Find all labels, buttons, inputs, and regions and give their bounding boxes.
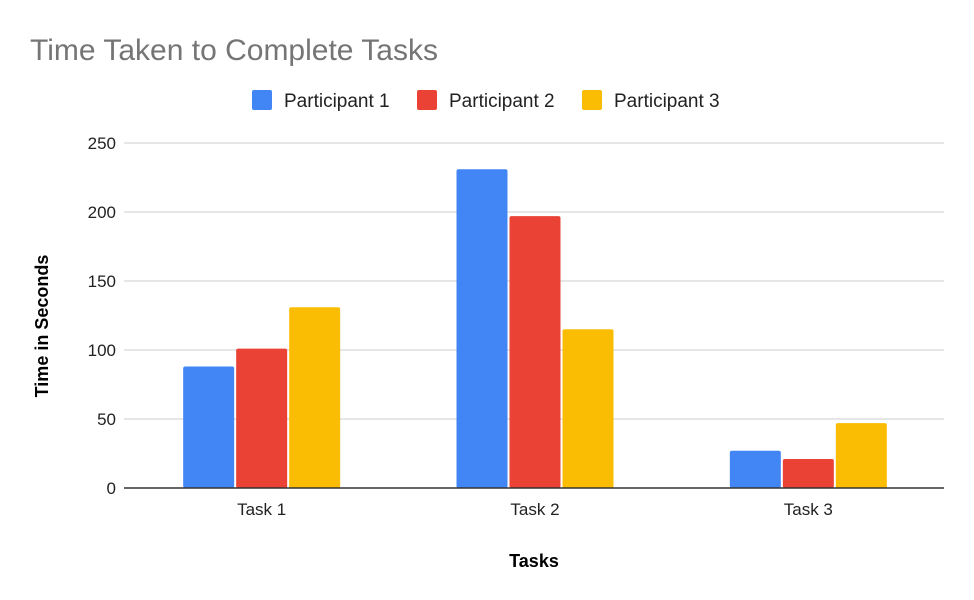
y-axis-title: Time in Seconds xyxy=(32,255,52,398)
x-axis-title: Tasks xyxy=(509,551,559,571)
legend-label: Participant 2 xyxy=(449,91,555,112)
bar-participant-1-task-1 xyxy=(183,366,235,488)
y-axis-ticks: 0 50 100 150 200 250 xyxy=(88,134,116,498)
y-tick-label: 250 xyxy=(88,134,116,153)
legend-label: Participant 1 xyxy=(284,91,390,112)
bars xyxy=(183,169,887,488)
x-tick-label: Task 2 xyxy=(510,500,559,519)
bar-participant-2-task-3 xyxy=(782,459,834,488)
y-tick-label: 200 xyxy=(88,203,116,222)
chart-title: Time Taken to Complete Tasks xyxy=(30,34,438,67)
bar-participant-3-task-3 xyxy=(835,423,887,488)
legend: Participant 1 Participant 2 Participant 3 xyxy=(252,90,720,112)
y-tick-label: 100 xyxy=(88,341,116,360)
bar-participant-3-task-1 xyxy=(289,307,341,488)
x-tick-label: Task 3 xyxy=(784,500,833,519)
legend-swatch xyxy=(252,90,272,110)
y-tick-label: 0 xyxy=(107,479,116,498)
bar-participant-3-task-2 xyxy=(562,329,614,488)
legend-swatch xyxy=(582,90,602,110)
legend-swatch xyxy=(417,90,437,110)
bar-participant-1-task-3 xyxy=(729,450,781,488)
bar-participant-1-task-2 xyxy=(456,169,508,488)
legend-label: Participant 3 xyxy=(614,91,720,112)
bar-participant-2-task-1 xyxy=(236,348,288,488)
y-tick-label: 150 xyxy=(88,272,116,291)
x-tick-label: Task 1 xyxy=(237,500,286,519)
bar-participant-2-task-2 xyxy=(509,216,561,488)
x-axis-ticks: Task 1 Task 2 Task 3 xyxy=(237,500,833,519)
y-tick-label: 50 xyxy=(97,410,116,429)
